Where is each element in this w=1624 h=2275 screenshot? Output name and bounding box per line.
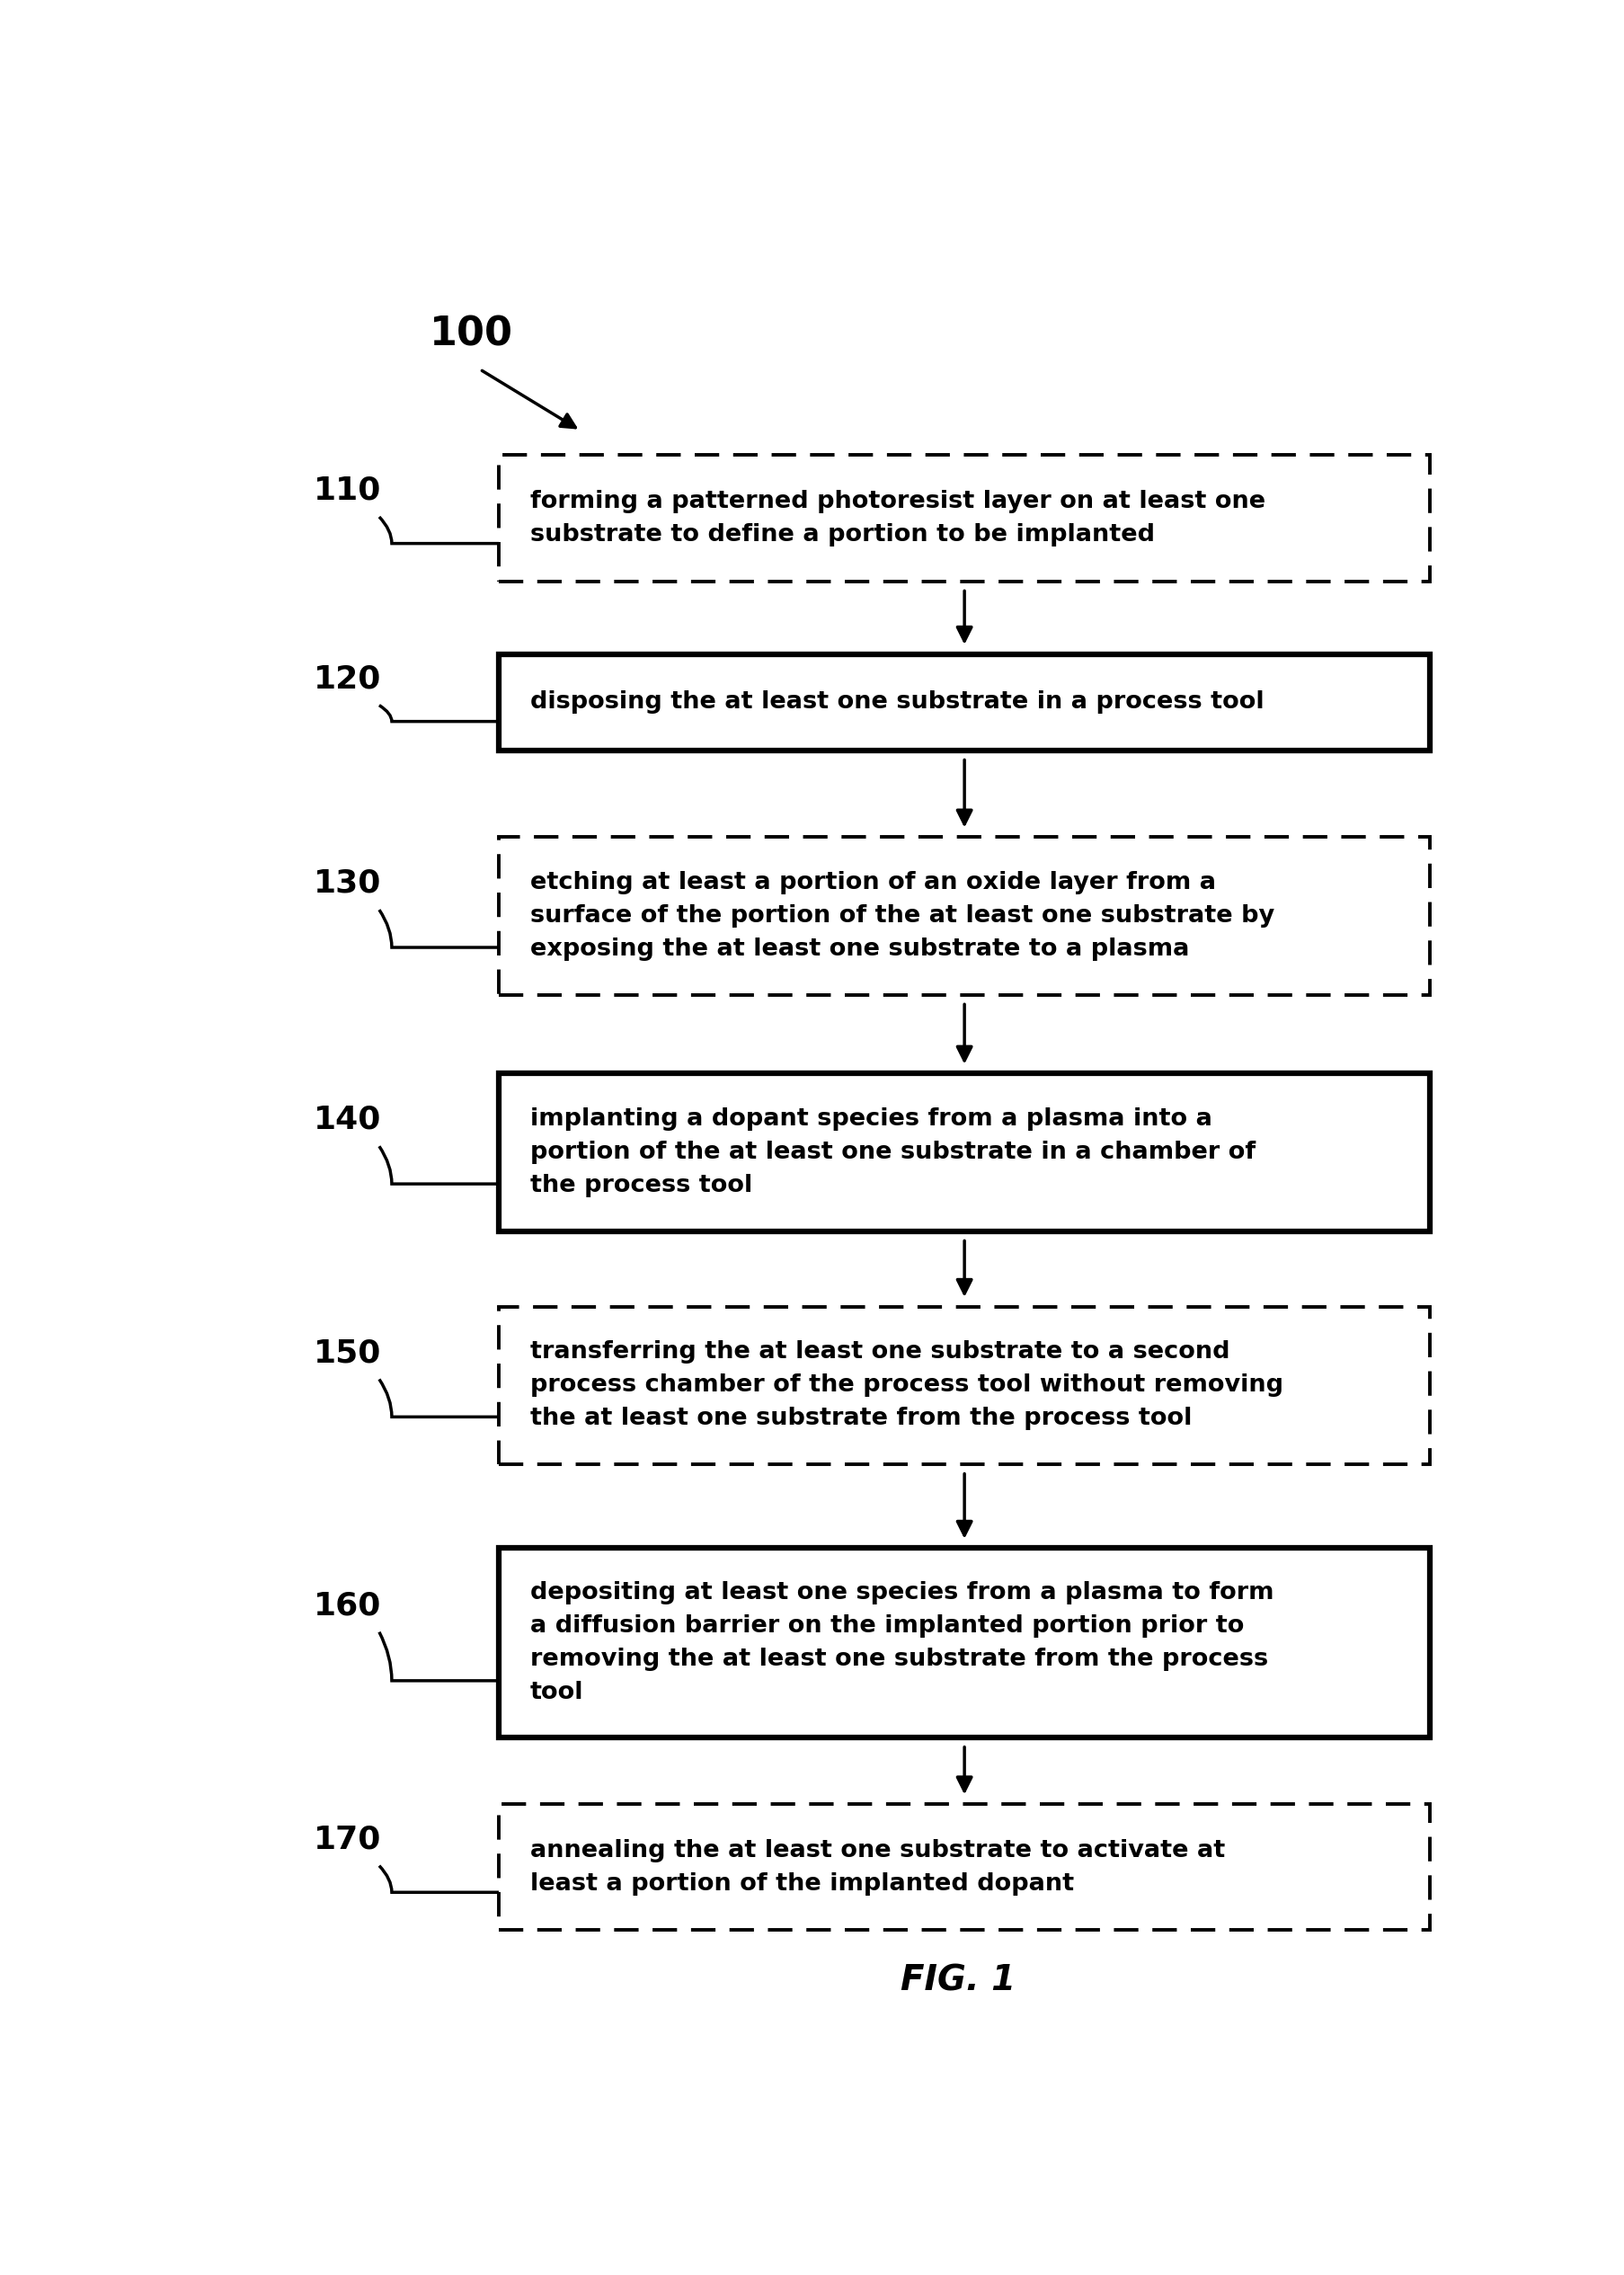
Text: 160: 160 (313, 1590, 382, 1622)
Text: 120: 120 (313, 664, 382, 694)
Bar (499, 837, 1431, 994)
Text: 170: 170 (313, 1825, 382, 1854)
Text: 140: 140 (313, 1106, 382, 1135)
Text: 110: 110 (313, 475, 382, 505)
Text: transferring the at least one substrate to a second
process chamber of the proce: transferring the at least one substrate … (529, 1340, 1283, 1431)
Text: implanting a dopant species from a plasma into a
portion of the at least one sub: implanting a dopant species from a plasm… (529, 1108, 1255, 1197)
Text: annealing the at least one substrate to activate at
least a portion of the impla: annealing the at least one substrate to … (529, 1838, 1224, 1895)
Bar (499, 653, 1431, 751)
Bar (499, 455, 1431, 582)
Text: FIG. 1: FIG. 1 (901, 1963, 1015, 1997)
Bar (499, 1306, 1431, 1465)
Text: disposing the at least one substrate in a process tool: disposing the at least one substrate in … (529, 692, 1263, 714)
Text: etching at least a portion of an oxide layer from a
surface of the portion of th: etching at least a portion of an oxide l… (529, 871, 1275, 960)
Text: 130: 130 (313, 869, 382, 899)
Text: 100: 100 (429, 314, 513, 353)
Bar (499, 1804, 1431, 1929)
Text: 150: 150 (313, 1338, 382, 1367)
Text: forming a patterned photoresist layer on at least one
substrate to define a port: forming a patterned photoresist layer on… (529, 489, 1265, 546)
Bar (499, 1074, 1431, 1231)
Bar (499, 1549, 1431, 1738)
Text: depositing at least one species from a plasma to form
a diffusion barrier on the: depositing at least one species from a p… (529, 1581, 1273, 1704)
